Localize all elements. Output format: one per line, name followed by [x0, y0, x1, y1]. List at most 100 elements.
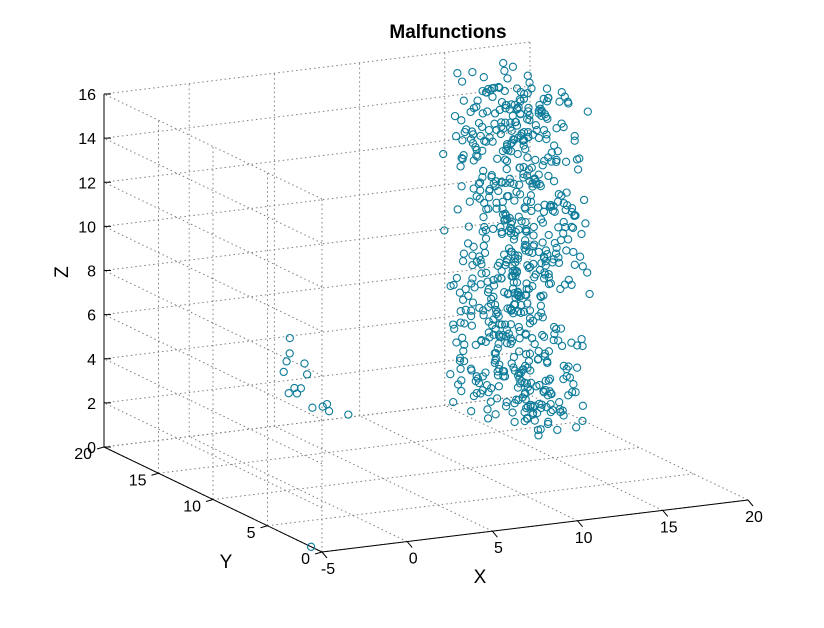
scatter-point: [559, 199, 568, 208]
scatter-point: [541, 261, 550, 270]
z-tick-label: 14: [78, 131, 96, 148]
scatter-point: [480, 198, 489, 208]
scatter-point: [300, 359, 309, 368]
scatter-point: [450, 324, 459, 333]
scatter-point: [528, 179, 537, 188]
scatter-point: [501, 178, 510, 188]
scatter-point: [563, 235, 573, 244]
scatter-point: [501, 118, 510, 127]
scatter-point: [524, 103, 533, 113]
scatter-point: [469, 103, 479, 113]
scatter-point: [515, 374, 524, 383]
scatter-point: [506, 334, 515, 343]
scatter-point: [503, 215, 512, 224]
scatter-point: [483, 414, 493, 423]
scatter-point: [538, 161, 547, 170]
scatter-point: [554, 258, 564, 268]
scatter-point: [456, 162, 465, 171]
scatter-point: [479, 166, 488, 176]
scatter-point: [534, 431, 543, 440]
scatter-point: [306, 542, 316, 551]
y-tick: [260, 525, 268, 529]
scatter-point: [507, 247, 516, 257]
scatter-point: [507, 224, 516, 234]
scatter-point: [492, 394, 502, 403]
scatter-point: [572, 155, 582, 164]
y-tick-label: 5: [247, 525, 256, 542]
scatter-point: [557, 191, 566, 200]
scatter-point: [553, 425, 562, 435]
scatter-point: [499, 58, 508, 68]
scatter-point: [573, 165, 583, 174]
x-axis-label: X: [474, 567, 487, 588]
z-axis-label: Z: [52, 266, 73, 278]
scatter-point: [489, 281, 499, 290]
scatter-point: [522, 291, 531, 300]
scatter-point: [285, 333, 294, 343]
scatter-point: [488, 137, 497, 146]
scatter-point: [460, 340, 469, 349]
scatter-point: [506, 229, 516, 238]
scatter-point: [468, 298, 478, 307]
scatter-point: [459, 346, 468, 356]
scatter-point: [468, 274, 477, 283]
scatter-point: [517, 300, 526, 310]
scatter-point: [544, 230, 553, 240]
scatter-point: [466, 311, 476, 321]
scatter-point: [523, 88, 532, 98]
x-tick-label: 0: [409, 551, 418, 568]
scatter-point: [453, 205, 462, 214]
scatter-point: [544, 171, 553, 181]
scatter-point: [491, 305, 501, 315]
x-tick: [321, 551, 328, 559]
chart-title: Malfunctions: [389, 22, 506, 43]
scatter-point: [457, 386, 466, 396]
scatter-point: [451, 132, 461, 141]
scatter-point: [504, 226, 514, 236]
scatter-point: [459, 96, 468, 105]
scatter-point: [524, 165, 534, 174]
x-tick-label: 5: [494, 540, 503, 557]
scatter-point: [512, 267, 522, 276]
scatter-point: [487, 171, 496, 180]
scatter-point: [493, 367, 502, 376]
scatter-point: [506, 178, 515, 187]
scatter-point: [468, 260, 477, 270]
scatter-point: [491, 356, 500, 365]
scatter-point: [532, 382, 541, 391]
scatter-point: [478, 146, 487, 155]
scatter-point: [537, 106, 546, 115]
scatter-point: [519, 141, 528, 150]
scatter-point: [497, 274, 506, 283]
scatter-point: [527, 334, 537, 343]
scatter-point: [508, 62, 518, 71]
scatter-point: [513, 133, 523, 142]
scatter-point: [446, 370, 455, 379]
scatter-point: [549, 177, 559, 186]
scatter-point: [481, 268, 491, 278]
scatter-point: [475, 194, 484, 203]
scatter-point: [513, 383, 523, 392]
grid-lines: [103, 41, 749, 553]
scatter-point: [577, 229, 586, 239]
scatter-point: [537, 403, 546, 413]
scatter-point: [481, 137, 491, 146]
scatter-point: [460, 319, 469, 328]
scatter-point: [506, 339, 515, 348]
scatter-point: [536, 182, 545, 191]
scatter-point: [473, 152, 482, 161]
scatter-point: [486, 86, 495, 95]
scatter-point: [489, 330, 498, 339]
scatter-point: [534, 247, 543, 257]
scatter-point: [516, 368, 526, 378]
scatter-point: [285, 349, 294, 358]
scatter-point: [493, 154, 502, 163]
scatter-point: [476, 131, 485, 141]
scatter-point: [539, 94, 548, 104]
scatter-points: [279, 58, 594, 551]
scatter-point: [522, 227, 531, 236]
scatter-point: [559, 217, 568, 227]
scatter-point: [472, 151, 481, 160]
x-tick-label: -5: [321, 561, 335, 578]
